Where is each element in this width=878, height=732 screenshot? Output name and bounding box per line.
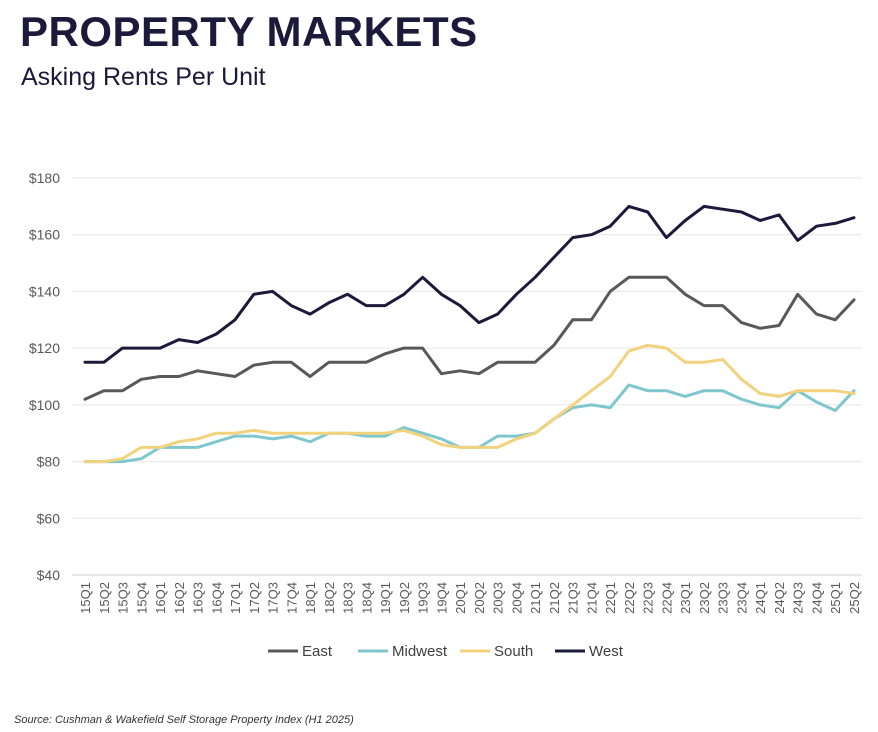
x-tick-label: 15Q1 bbox=[78, 582, 93, 614]
series-line-east bbox=[83, 275, 856, 401]
y-tick-label: $40 bbox=[37, 567, 61, 583]
x-tick-label: 23Q1 bbox=[678, 582, 693, 614]
x-tick-label: 17Q3 bbox=[266, 582, 281, 614]
series-line-midwest bbox=[83, 383, 856, 464]
legend-label-midwest: Midwest bbox=[392, 643, 448, 660]
x-tick-label: 24Q1 bbox=[753, 582, 768, 614]
x-tick-label: 19Q3 bbox=[416, 582, 431, 614]
y-tick-label: $140 bbox=[29, 283, 60, 299]
x-tick-label: 21Q4 bbox=[584, 582, 599, 614]
x-tick-label: 15Q3 bbox=[116, 582, 131, 614]
x-tick-label: 20Q4 bbox=[509, 582, 524, 614]
y-tick-label: $60 bbox=[37, 510, 61, 526]
y-tick-label: $100 bbox=[29, 397, 60, 413]
legend-label-east: East bbox=[302, 643, 333, 660]
series-line-south bbox=[83, 343, 856, 464]
x-tick-label: 20Q3 bbox=[491, 582, 506, 614]
x-tick-label: 23Q2 bbox=[697, 582, 712, 614]
x-tick-label: 22Q3 bbox=[641, 582, 656, 614]
x-tick-label: 24Q2 bbox=[772, 582, 787, 614]
x-tick-label: 18Q2 bbox=[322, 582, 337, 614]
x-tick-label: 19Q4 bbox=[434, 582, 449, 614]
x-tick-label: 16Q4 bbox=[209, 582, 224, 614]
x-tick-label: 21Q3 bbox=[566, 582, 581, 614]
x-tick-label: 24Q3 bbox=[791, 582, 806, 614]
page-subtitle: Asking Rents Per Unit bbox=[21, 63, 266, 91]
x-tick-label: 25Q2 bbox=[847, 582, 862, 614]
x-tick-label: 17Q1 bbox=[228, 582, 243, 614]
x-tick-label: 25Q1 bbox=[828, 582, 843, 614]
y-tick-label: $120 bbox=[29, 340, 60, 356]
x-tick-label: 22Q1 bbox=[603, 582, 618, 614]
x-tick-label: 20Q1 bbox=[453, 582, 468, 614]
x-tick-label: 17Q2 bbox=[247, 582, 262, 614]
x-tick-label: 19Q1 bbox=[378, 582, 393, 614]
x-tick-label: 22Q2 bbox=[622, 582, 637, 614]
x-tick-label: 15Q2 bbox=[97, 582, 112, 614]
x-tick-label: 18Q4 bbox=[359, 582, 374, 614]
legend-label-west: West bbox=[589, 643, 624, 660]
x-tick-label: 15Q4 bbox=[134, 582, 149, 614]
x-tick-label: 21Q1 bbox=[528, 582, 543, 614]
x-tick-label: 24Q4 bbox=[809, 582, 824, 614]
x-tick-label: 16Q2 bbox=[172, 582, 187, 614]
x-tick-label: 17Q4 bbox=[284, 582, 299, 614]
x-tick-label: 16Q1 bbox=[153, 582, 168, 614]
x-tick-label: 23Q3 bbox=[716, 582, 731, 614]
legend-label-south: South bbox=[494, 643, 533, 660]
y-tick-label: $180 bbox=[29, 170, 60, 186]
source-note: Source: Cushman & Wakefield Self Storage… bbox=[14, 714, 354, 726]
page-title: PROPERTY MARKETS bbox=[20, 8, 478, 55]
series-line-west bbox=[83, 204, 856, 364]
x-tick-label: 16Q3 bbox=[191, 582, 206, 614]
x-tick-label: 18Q3 bbox=[341, 582, 356, 614]
y-tick-label: $80 bbox=[37, 454, 61, 470]
x-tick-label: 22Q4 bbox=[659, 582, 674, 614]
x-tick-label: 18Q1 bbox=[303, 582, 318, 614]
x-tick-label: 19Q2 bbox=[397, 582, 412, 614]
x-tick-label: 21Q2 bbox=[547, 582, 562, 614]
x-tick-label: 20Q2 bbox=[472, 582, 487, 614]
x-tick-label: 23Q4 bbox=[734, 582, 749, 614]
y-tick-label: $160 bbox=[29, 227, 60, 243]
